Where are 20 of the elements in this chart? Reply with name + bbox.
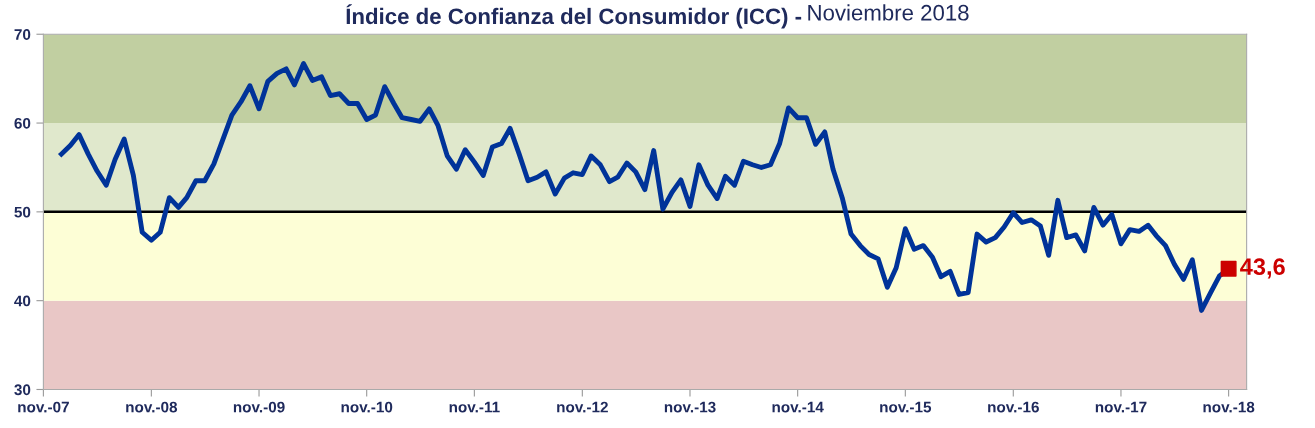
y-tick-label: 50	[14, 206, 31, 218]
y-tick-label: 60	[14, 117, 31, 129]
y-tick-label: 30	[14, 384, 31, 396]
x-tick-label: nov.-11	[449, 401, 500, 413]
x-tick-label: nov.-09	[233, 401, 285, 413]
y-tick-label: 40	[14, 295, 31, 307]
x-tick-label: nov.-12	[557, 401, 608, 413]
chart-title: Índice de Confianza del Consumidor (ICC) -	[346, 4, 802, 29]
x-tick-label: nov.-15	[880, 401, 932, 413]
x-tick-label: nov.-07	[18, 401, 69, 413]
y-tick-label: 70	[14, 29, 31, 40]
x-tick-label: nov.-14	[772, 401, 824, 413]
x-tick-label: nov.-18	[1203, 401, 1255, 413]
chart-subtitle: Noviembre 2018	[808, 4, 969, 21]
x-tick-label: nov.-16	[988, 401, 1039, 413]
x-tick-label: nov.-17	[1095, 401, 1147, 413]
x-tick-label: nov.-08	[126, 401, 178, 413]
data-label: 43,6	[1240, 258, 1285, 279]
x-tick-label: nov.-13	[664, 401, 716, 413]
x-tick-label: nov.-10	[341, 401, 393, 413]
